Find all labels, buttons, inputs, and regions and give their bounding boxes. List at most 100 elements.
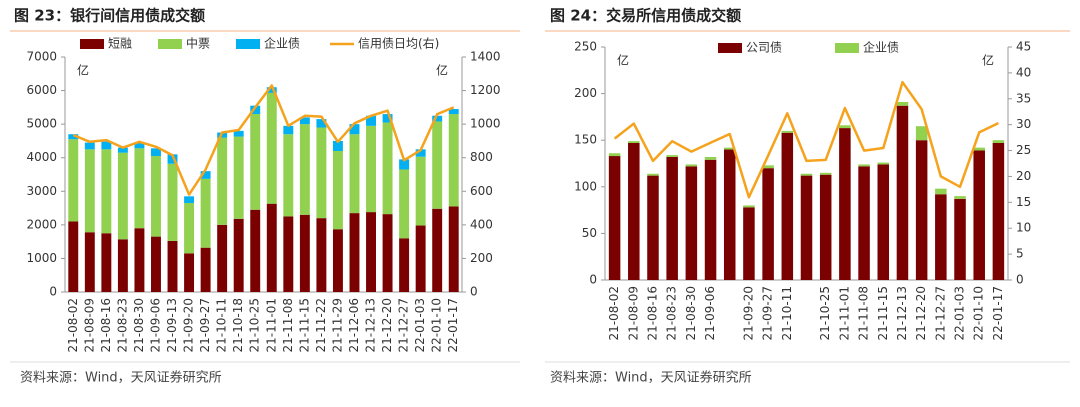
- bar-segment: [666, 156, 678, 280]
- bar-segment: [217, 137, 228, 225]
- bar-segment: [743, 207, 755, 280]
- x-tick-label: 21-12-20: [914, 286, 928, 340]
- legend-label: 公司债: [746, 41, 782, 55]
- bar-segment: [915, 140, 928, 280]
- bar-segment: [167, 240, 178, 292]
- x-tick-label: 21-09-06: [148, 298, 162, 352]
- bar-segment: [839, 125, 851, 129]
- x-tick-label: 22-01-17: [446, 298, 460, 352]
- legend-label: 中票: [186, 36, 210, 51]
- bar-segment: [167, 163, 178, 241]
- bar-segment: [151, 236, 161, 292]
- bar-segment: [366, 115, 376, 126]
- x-tick-label: 21-11-01: [264, 298, 278, 352]
- x-tick-label: 21-08-02: [66, 298, 80, 352]
- bar-segment: [266, 87, 277, 93]
- bar-segment: [233, 218, 244, 292]
- y2-tick-label: 200: [470, 251, 493, 265]
- bar-segment: [151, 156, 161, 237]
- line-series: [72, 84, 455, 196]
- y2-tick-label: 800: [470, 150, 493, 164]
- bar-segment: [704, 159, 717, 280]
- bar-segment: [250, 114, 261, 210]
- bar-segment: [68, 221, 79, 292]
- x-tick-label: 21-09-13: [165, 298, 179, 352]
- bar-segment: [151, 148, 161, 157]
- x-tick-label: 22-01-10: [972, 286, 986, 340]
- legend-label: 企业债: [863, 40, 899, 55]
- y2-tick-label: 15: [1016, 195, 1031, 209]
- bar-segment: [954, 196, 966, 199]
- bar-segment: [101, 141, 112, 150]
- bar-segment: [973, 150, 985, 280]
- bar-segment: [954, 198, 966, 280]
- bar-segment: [117, 152, 128, 240]
- bar-segment: [647, 175, 659, 280]
- bar-segment: [134, 228, 145, 292]
- bar-segment: [349, 213, 360, 292]
- y-tick-label: 100: [574, 179, 597, 193]
- y2-tick-label: 600: [470, 184, 493, 198]
- x-tick-label: 22-01-17: [991, 286, 1005, 340]
- y-tick-label: 150: [574, 133, 597, 147]
- bar-segment: [647, 173, 659, 176]
- chart-header: 图 23：银行间信用债成交额: [14, 7, 205, 25]
- x-tick-label: 21-10-18: [231, 298, 245, 352]
- bar-segment: [184, 203, 195, 254]
- x-tick-label: 21-12-27: [933, 286, 947, 340]
- chart-header: 图 24：交易所信用债成交额: [550, 7, 741, 25]
- bar-segment: [896, 101, 909, 106]
- x-tick-label: 21-09-06: [703, 286, 717, 340]
- bar-segment: [399, 159, 410, 170]
- x-tick-label: 21-11-01: [837, 286, 851, 340]
- bar-segment: [134, 148, 145, 229]
- legend-label: 企业债: [264, 36, 300, 51]
- bar-segment: [628, 141, 640, 143]
- bar-segment: [935, 188, 947, 195]
- bar-segment: [316, 218, 327, 292]
- bar-segment: [915, 126, 928, 141]
- bar-segment: [819, 174, 832, 280]
- bar-segment: [800, 173, 813, 176]
- legend-label: 短融: [108, 37, 132, 51]
- legend-swatch: [835, 43, 859, 53]
- y2-tick-label: 1400: [470, 50, 501, 64]
- bar-segment: [399, 169, 410, 239]
- bar-segment: [366, 125, 376, 213]
- y-tick-label: 2000: [26, 217, 57, 231]
- y-tick-label: 3000: [26, 184, 57, 198]
- y-tick-label: 1000: [26, 251, 57, 265]
- bar-segment: [877, 162, 890, 165]
- bar-segment: [382, 214, 393, 292]
- bar-segment: [723, 149, 736, 280]
- bar-segment: [973, 147, 985, 151]
- bar-segment: [250, 105, 261, 115]
- x-tick-label: 21-12-13: [364, 298, 378, 352]
- bar-segment: [200, 178, 211, 248]
- bar-segment: [781, 132, 794, 280]
- x-tick-label: 21-08-30: [132, 298, 146, 352]
- x-tick-label: 21-08-09: [82, 298, 96, 352]
- bar-segment: [382, 122, 393, 215]
- bar-segment: [877, 164, 890, 280]
- x-tick-label: 21-10-11: [780, 286, 794, 340]
- x-tick-label: 21-11-08: [857, 286, 871, 340]
- legend-swatch: [158, 39, 182, 49]
- bar-segment: [68, 139, 79, 222]
- legend-swatch: [718, 43, 742, 53]
- source-note: 资料来源：Wind，天风证券研究所: [20, 370, 222, 386]
- y2-tick-label: 45: [1016, 40, 1031, 54]
- bar-segment: [101, 233, 112, 292]
- y2-tick-label: 1200: [470, 83, 501, 97]
- y-tick-label: 50: [582, 226, 597, 240]
- x-tick-label: 21-08-16: [99, 298, 113, 352]
- x-tick-label: 21-08-09: [626, 286, 640, 340]
- y2-tick-label: 30: [1016, 117, 1031, 131]
- x-tick-label: 22-01-10: [430, 298, 444, 352]
- x-tick-label: 21-09-27: [198, 298, 212, 352]
- bar-segment: [432, 208, 443, 292]
- bar-segment: [117, 239, 128, 292]
- y-tick-label: 4000: [26, 150, 57, 164]
- bar-segment: [200, 171, 211, 179]
